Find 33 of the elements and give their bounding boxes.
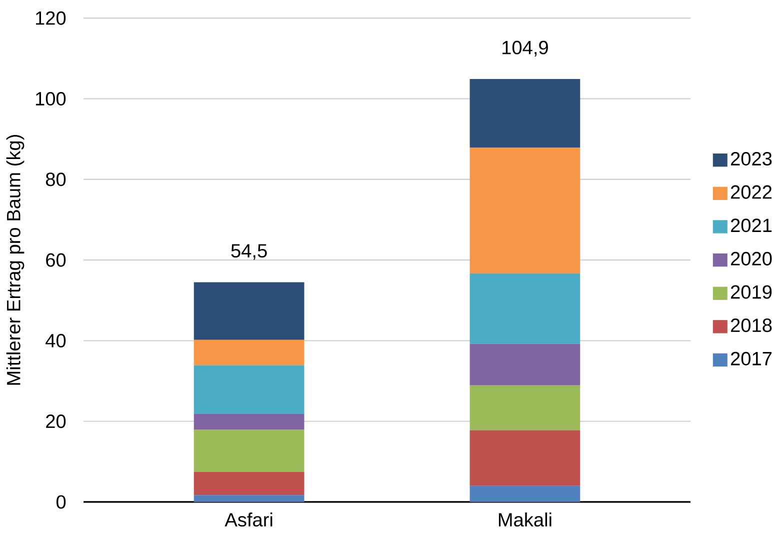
x-tick-label: Asfari [224,512,272,526]
total-label: 104,9 [502,40,548,56]
bar [470,273,580,344]
legend-label: 2019 [730,285,772,299]
x-tick-label: Makali [498,512,552,526]
legend-label: 2023 [730,152,772,166]
bar [194,472,304,496]
bar [194,282,304,340]
legend-label: 2018 [730,318,772,332]
bar [194,414,304,430]
bar [470,486,580,502]
bar [470,147,580,274]
y-tick-label: 20 [46,414,66,428]
y-tick-label: 40 [46,334,66,348]
legend-label: 2020 [730,252,772,266]
total-label: 54,5 [231,244,267,260]
y-tick-label: 60 [46,253,66,267]
y-tick-label: 0 [56,495,66,509]
bar [470,430,580,486]
y-tick-label: 100 [36,92,66,106]
y-tick-label: 80 [46,172,66,186]
bar [194,495,304,502]
bar [194,365,304,414]
bar [470,385,580,430]
legend-label: 2022 [730,185,772,199]
y-axis-title: Mittlerer Ertrag pro Baum (kg) [6,134,24,385]
y-tick-label: 120 [36,11,66,25]
legend-label: 2017 [730,352,772,366]
bar [194,340,304,366]
bar [470,344,580,386]
legend-label: 2021 [730,218,772,232]
bar [194,430,304,472]
bar [470,78,580,148]
